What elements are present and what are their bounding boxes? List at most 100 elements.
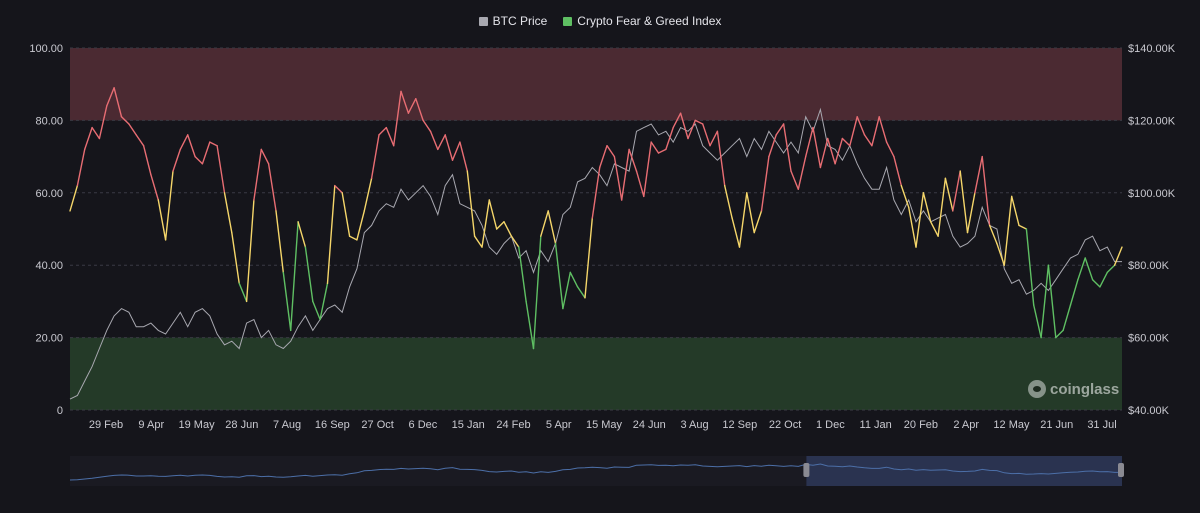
legend-item-fear-greed-index[interactable]: Crypto Fear & Greed Index xyxy=(563,14,721,28)
navigator-handle-right[interactable] xyxy=(1118,463,1124,477)
fear-greed-segment xyxy=(827,137,836,165)
fear-greed-segment xyxy=(613,155,623,201)
x-tick-label: 24 Jun xyxy=(633,419,666,431)
fear-greed-segment xyxy=(267,163,277,212)
fear-greed-segment xyxy=(503,221,513,237)
fear-greed-segment xyxy=(635,170,645,198)
fear-greed-segment xyxy=(510,235,520,248)
fear-greed-segment xyxy=(591,166,601,219)
fear-greed-segment xyxy=(716,130,726,187)
fear-greed-segment xyxy=(106,87,115,107)
fear-greed-segment xyxy=(142,144,152,176)
y-left-tick-label: 20.00 xyxy=(35,333,63,345)
fear-greed-segment xyxy=(569,271,579,288)
fear-greed-segment xyxy=(1040,264,1050,339)
x-tick-label: 21 Jun xyxy=(1040,419,1073,431)
fear-greed-segment xyxy=(83,126,93,151)
fear-greed-segment xyxy=(930,221,939,237)
fear-greed-segment xyxy=(437,134,446,151)
y-right-tick-label: $140.00K xyxy=(1128,43,1176,55)
fear-greed-segment xyxy=(223,192,233,234)
fear-greed-segment xyxy=(297,221,307,248)
fear-greed-segment xyxy=(209,141,218,147)
fear-greed-segment xyxy=(540,210,549,237)
fear-greed-segment xyxy=(120,116,130,125)
legend: BTC Price Crypto Fear & Greed Index xyxy=(0,14,1200,28)
fear-greed-segment xyxy=(370,134,380,180)
greed-zone xyxy=(70,48,1122,121)
fear-greed-segment xyxy=(760,155,770,212)
navigator-handle-left[interactable] xyxy=(803,463,810,477)
fear-greed-segment xyxy=(488,199,498,230)
coinglass-logo-icon xyxy=(1028,380,1046,398)
fear-greed-segment xyxy=(1003,195,1013,266)
fear-greed-segment xyxy=(451,141,461,161)
fear-greed-segment xyxy=(724,184,733,219)
y-left-tick-label: 0 xyxy=(57,405,63,417)
fear-greed-segment xyxy=(164,170,174,241)
fear-greed-segment xyxy=(834,137,844,165)
x-tick-label: 29 Feb xyxy=(89,419,123,431)
fear-greed-segment xyxy=(135,134,145,147)
fear-greed-segment xyxy=(172,148,182,172)
legend-item-btc-price[interactable]: BTC Price xyxy=(478,14,547,28)
fear-greed-segment xyxy=(76,148,86,187)
btc-price-line xyxy=(69,107,1122,400)
fear-greed-segment xyxy=(1018,224,1028,230)
fear-greed-segment xyxy=(245,199,255,303)
x-tick-label: 20 Feb xyxy=(904,419,938,431)
fear-greed-segment xyxy=(554,242,564,310)
fear-greed-segment xyxy=(628,148,638,172)
fear-greed-segment xyxy=(518,246,527,303)
fear-greed-segment xyxy=(1084,257,1094,281)
fear-greed-segment xyxy=(966,192,976,234)
fear-greed-segment xyxy=(547,210,557,245)
x-tick-label: 7 Aug xyxy=(273,419,301,431)
x-tick-label: 15 May xyxy=(586,419,623,431)
x-tick-label: 12 May xyxy=(993,419,1030,431)
fear-greed-segment xyxy=(738,192,748,248)
x-tick-label: 15 Jan xyxy=(452,419,485,431)
fear-greed-segment xyxy=(996,242,1005,266)
fear-greed-segment xyxy=(481,199,490,248)
x-tick-label: 11 Jan xyxy=(860,419,892,431)
fear-greed-segment xyxy=(687,119,696,140)
fear-greed-segment xyxy=(981,155,991,227)
fear-greed-segment xyxy=(1062,304,1072,332)
fear-greed-segment xyxy=(113,87,123,118)
fear-greed-segment xyxy=(157,199,167,241)
fear-greed-segment xyxy=(444,134,454,161)
fear-greed-segment xyxy=(385,126,395,147)
fear-greed-segment xyxy=(782,123,792,172)
fear-greed-segment xyxy=(231,231,240,284)
x-tick-label: 19 May xyxy=(179,419,216,431)
fear-greed-segment xyxy=(900,184,910,209)
fear-greed-segment xyxy=(805,126,814,158)
fear-greed-segment xyxy=(812,126,822,169)
fear-greed-segment xyxy=(341,192,351,237)
fear-greed-segment xyxy=(532,235,542,350)
fear-greed-segment xyxy=(473,235,483,248)
y-right-tick-label: $80.00K xyxy=(1128,260,1170,272)
x-tick-label: 31 Jul xyxy=(1087,419,1116,431)
legend-swatch-fear-greed-index xyxy=(563,16,573,26)
fear-greed-segment xyxy=(702,123,711,147)
fear-greed-segment xyxy=(466,170,476,237)
x-tick-label: 1 Dec xyxy=(816,419,845,431)
fear-greed-segment xyxy=(775,123,785,136)
fear-greed-segment xyxy=(768,134,777,158)
y-right-tick-label: $100.00K xyxy=(1128,188,1176,200)
fear-greed-segment xyxy=(356,210,365,241)
x-tick-label: 24 Feb xyxy=(496,419,530,431)
fear-greed-segment xyxy=(496,221,505,230)
x-tick-label: 2 Apr xyxy=(953,419,979,431)
fear-greed-segment xyxy=(348,235,358,241)
y-left-tick-label: 100.00 xyxy=(29,43,63,55)
fear-greed-segment xyxy=(694,119,704,125)
fear-greed-segment xyxy=(871,116,880,147)
fear-greed-segment xyxy=(216,144,226,194)
fear-greed-segment xyxy=(253,148,262,201)
fear-greed-segment xyxy=(797,155,807,190)
fear-greed-segment xyxy=(1011,195,1020,227)
